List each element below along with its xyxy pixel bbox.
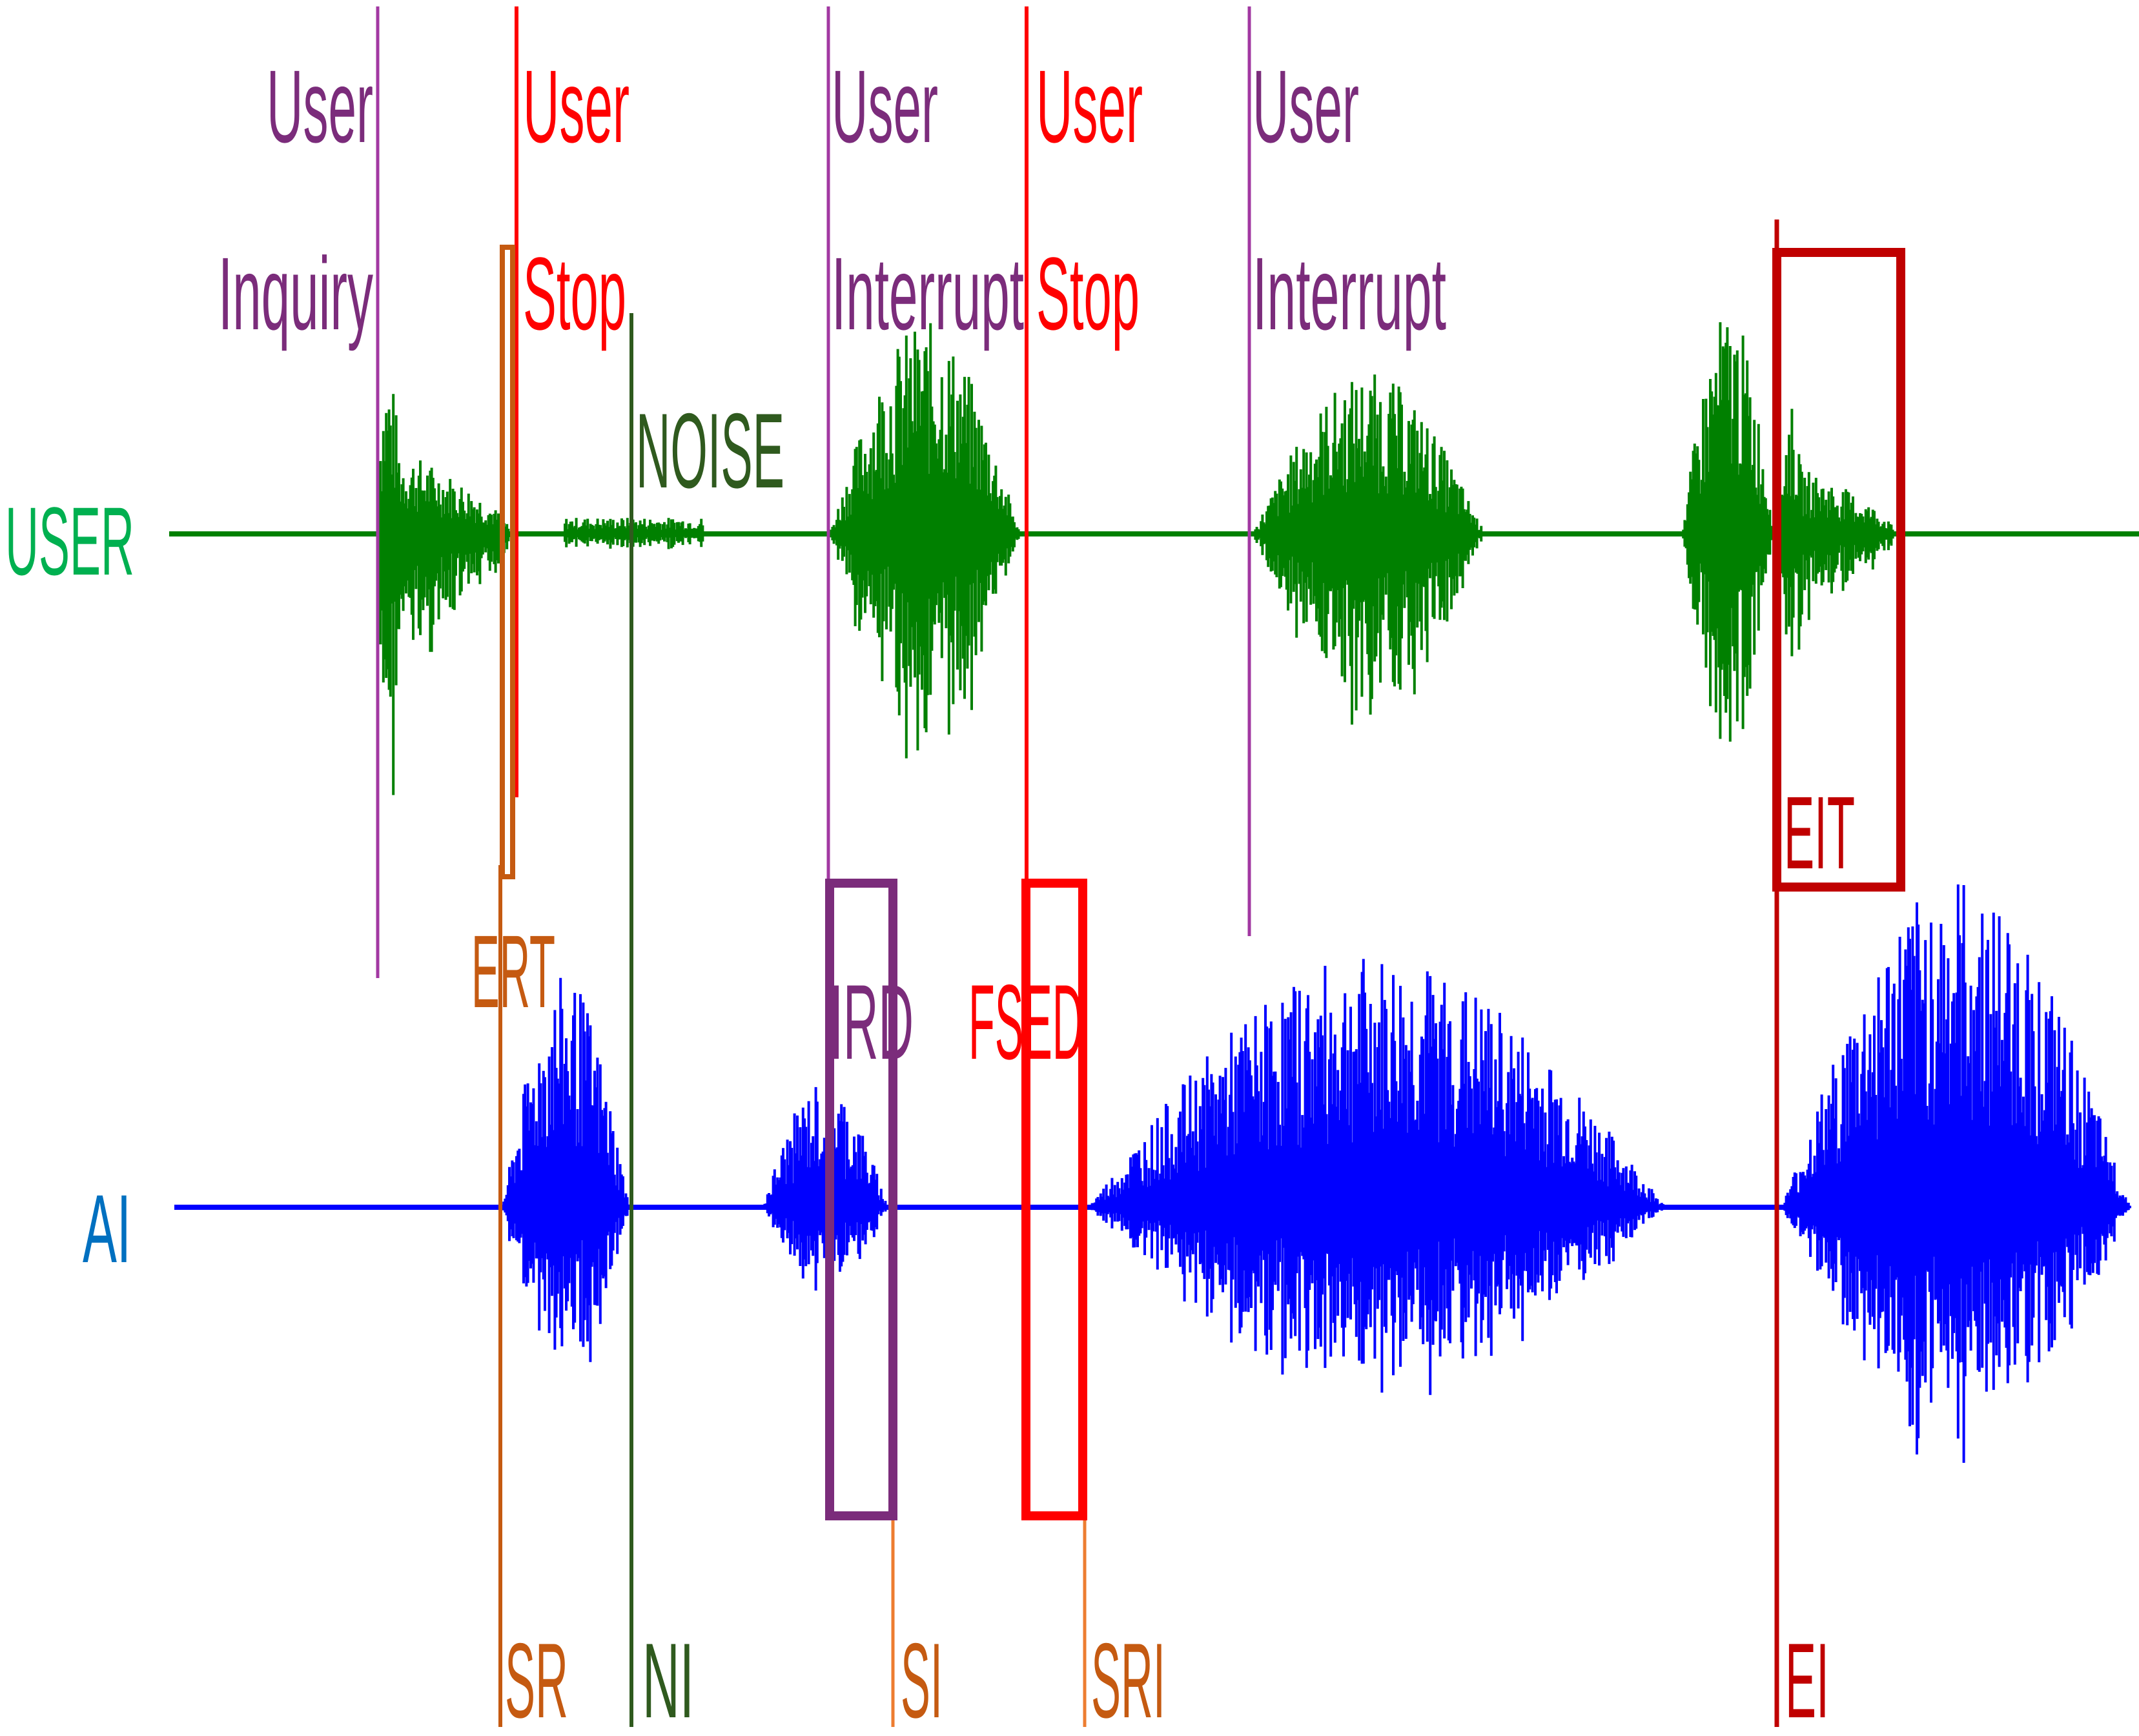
ai-track-label: AI [83,1174,131,1283]
ird-label: IRD [830,963,914,1081]
user-inquiry-label-line2: Inquiry [218,236,373,351]
ird-box [825,879,897,1520]
user-interrupt-1-label-line2: Interrupt [832,236,1024,351]
user-stop-1-label-line2: Stop [523,236,626,351]
fsed-label: FSED [968,963,1083,1081]
user-waveform-inquiry [376,394,511,795]
si-label: SI [901,1621,943,1736]
ert-box [500,245,515,879]
ai-waveform-response-4 [1782,884,2131,1463]
noise-label: NOISE [636,391,784,510]
waveforms [169,322,2139,1463]
user-waveform-noise [564,518,704,549]
ei-label: EI [1785,1621,1829,1736]
ai-waveform-response-3 [1088,959,1666,1395]
user-waveform-speech [1682,322,1776,742]
eit-label: EIT [1784,775,1855,890]
user-stop-2-label-line1: User [1036,48,1143,164]
fsed-box [1021,879,1087,1520]
sri-label: SRI [1091,1621,1165,1736]
user-stop-1-label-line1: User [523,48,629,164]
ai-waveform-response-2 [762,1085,888,1291]
sr-label: SR [505,1621,568,1736]
user-waveform-eit [1781,409,1896,657]
ni-label: NI [642,1621,694,1736]
ai-waveform-response-1 [502,977,630,1362]
user-track-label: USER [5,487,134,595]
eit-box [1772,248,1905,892]
user-inquiry-label-line1: User [267,48,373,164]
user-waveform-interrupt-2 [1253,374,1486,725]
user-interrupt-2-label-line1: User [1253,48,1359,164]
user-interrupt-1-label-line1: User [832,48,938,164]
user-interrupt-2-label-line2: Interrupt [1253,236,1446,351]
user-stop-2-label-line2: Stop [1036,236,1140,351]
user-waveform-interrupt-1 [830,323,1021,759]
ert-label: ERT [471,914,555,1029]
